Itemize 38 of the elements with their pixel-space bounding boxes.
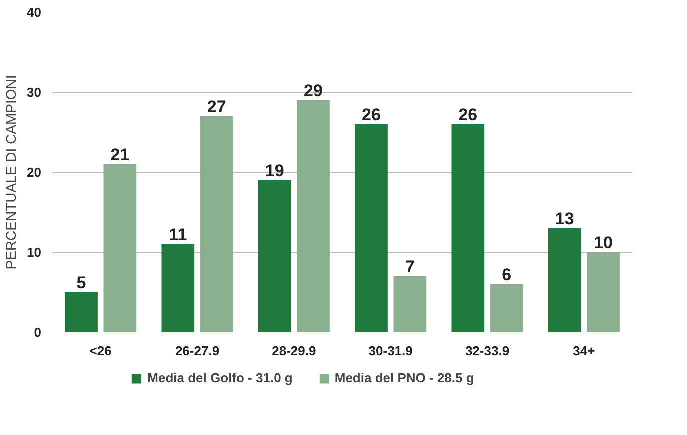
x-tick-label: 26-27.9 [175,344,220,358]
bar [355,124,388,332]
data-label: 10 [594,234,613,252]
bar [394,276,427,332]
bar [162,244,195,332]
bar [104,164,137,332]
data-label: 29 [304,82,323,100]
x-tick-label: 32-33.9 [465,344,510,358]
bar [65,292,98,332]
data-label: 27 [207,98,226,116]
bar [548,228,582,332]
y-tick-label: 0 [34,325,42,340]
bar [258,180,292,332]
x-tick-label: 30-31.9 [368,344,413,358]
bar [452,124,485,332]
legend-label: Media del PNO - 28.5 g [334,370,474,386]
data-label: 13 [555,210,574,228]
data-label: 21 [110,146,130,164]
data-label: 26 [458,106,478,124]
data-label: 6 [502,266,512,284]
y-tick-label: 20 [27,165,42,180]
bar [587,252,620,332]
data-label: 19 [265,162,284,180]
bar [200,116,234,332]
y-tick-label: 10 [27,245,42,260]
y-axis-title: PERCENTUALE DI CAMPIONI [3,75,20,270]
legend-label: Media del Golfo - 31.0 g [148,370,293,386]
data-label: 11 [169,226,188,244]
data-label: 5 [76,274,86,292]
bar [490,284,524,332]
y-tick-label: 40 [27,5,42,20]
x-tick-label: 34+ [573,344,596,358]
y-tick-label: 30 [27,85,42,100]
data-label: 7 [405,258,415,276]
data-label: 26 [362,106,381,124]
x-tick-label: 28-29.9 [272,344,316,358]
x-tick-label: <26 [90,344,112,358]
bar [297,100,330,332]
